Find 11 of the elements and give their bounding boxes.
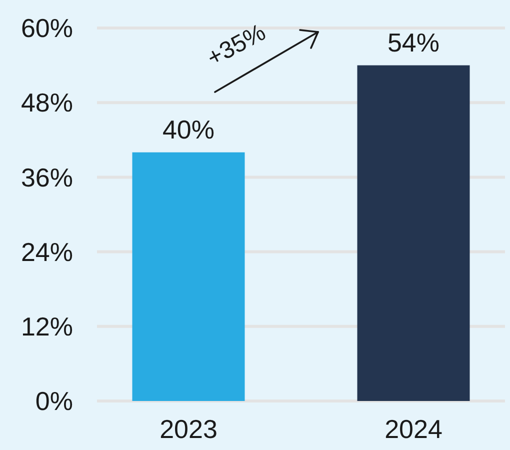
x-tick-label: 2023 <box>160 414 218 444</box>
y-tick-label: 36% <box>20 162 73 192</box>
data-label: 54% <box>387 27 440 58</box>
y-tick-label: 0% <box>35 386 73 416</box>
y-tick-label: 24% <box>20 236 73 267</box>
annotation: +35% <box>202 18 270 72</box>
y-tick-label: 60% <box>20 13 73 44</box>
data-label: 40% <box>162 114 215 144</box>
y-tick-label: 12% <box>20 312 73 342</box>
x-tick-label: 2024 <box>384 414 442 444</box>
y-tick-label: 48% <box>20 88 73 118</box>
